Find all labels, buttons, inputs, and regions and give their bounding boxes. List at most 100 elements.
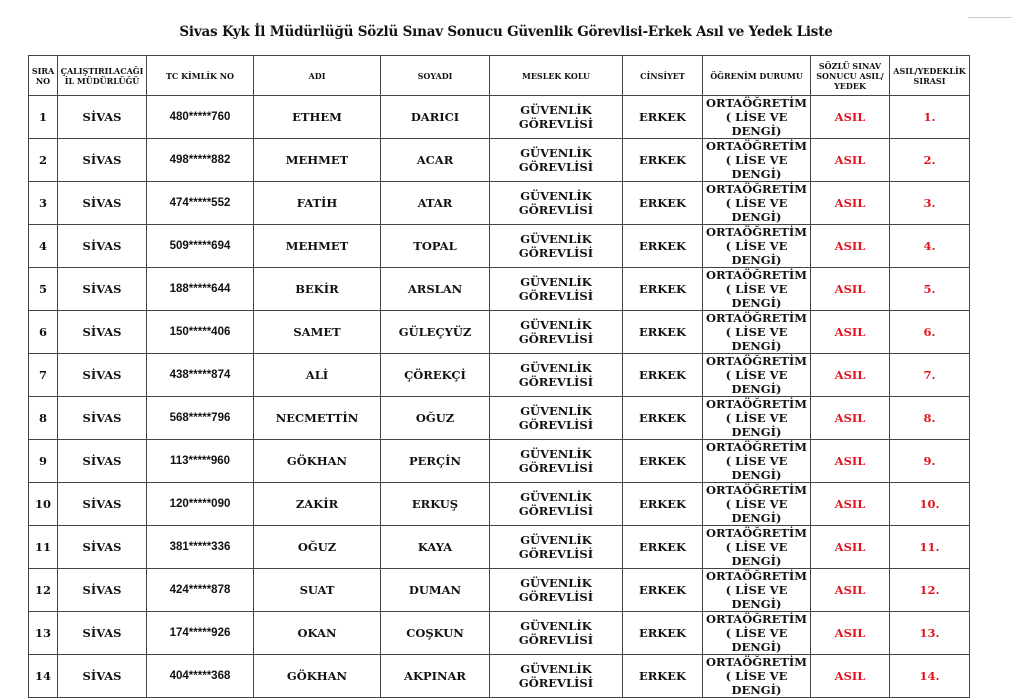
cell-il-mudurlugu: SİVAS (57, 439, 147, 483)
cell-soyadi: TOPAL (380, 224, 490, 268)
header-sozlu-sinav-sonucu: SÖZLÜ SINAV SONUCU ASIL/ YEDEK (810, 55, 890, 96)
cell-sira-no: 12 (28, 568, 58, 612)
cell-ogrenim-durumu: ORTAÖĞRETİM( LİSE VE DENGİ) (702, 181, 811, 225)
cell-il-mudurlugu: SİVAS (57, 482, 147, 526)
cell-ogrenim-durumu: ORTAÖĞRETİM( LİSE VE DENGİ) (702, 95, 811, 139)
cell-asil-yedeklik-sirasi: 14. (889, 654, 970, 698)
cell-sira-no: 8 (28, 396, 58, 440)
cell-ogrenim1: ORTAÖĞRETİM (705, 569, 808, 583)
cell-meslek-kolu: GÜVENLİK GÖREVLİSİ (489, 138, 623, 182)
cell-ogrenim2: ( LİSE VE DENGİ) (725, 497, 788, 525)
cell-ogrenim-durumu: ORTAÖĞRETİM( LİSE VE DENGİ) (702, 224, 811, 268)
cell-ogrenim-durumu: ORTAÖĞRETİM( LİSE VE DENGİ) (702, 611, 811, 655)
cell-adi: OĞUZ (253, 525, 381, 569)
cell-adi: GÖKHAN (253, 439, 381, 483)
table-row: 6 SİVAS 150*****406 SAMET GÜLEÇYÜZ GÜVENLİK G… (28, 310, 970, 354)
cell-sozlu-sinav-sonucu: ASIL (810, 611, 890, 655)
cell-ogrenim-durumu: ORTAÖĞRETİM( LİSE VE DENGİ) (702, 654, 811, 698)
header-ogrenim-durumu: ÖĞRENİM DURUMU (702, 55, 811, 96)
cell-il-mudurlugu: SİVAS (57, 138, 147, 182)
cell-tc-kimlik-no: 438*****874 (146, 353, 254, 397)
cell-sira-no: 2 (28, 138, 58, 182)
cell-cinsiyet: ERKEK (622, 654, 703, 698)
cell-ogrenim1: ORTAÖĞRETİM (705, 440, 808, 454)
table-row: 1 SİVAS 480*****760 ETHEM DARICI GÜVENLİK GÖR… (28, 95, 970, 139)
cell-tc-kimlik-no: 509*****694 (146, 224, 254, 268)
cell-meslek-kolu: GÜVENLİK GÖREVLİSİ (489, 568, 623, 612)
cell-meslek-kolu: GÜVENLİK GÖREVLİSİ (489, 396, 623, 440)
cell-meslek-kolu: GÜVENLİK GÖREVLİSİ (489, 482, 623, 526)
cell-soyadi: ATAR (380, 181, 490, 225)
cell-ogrenim-durumu: ORTAÖĞRETİM( LİSE VE DENGİ) (702, 568, 811, 612)
cell-ogrenim-durumu: ORTAÖĞRETİM( LİSE VE DENGİ) (702, 353, 811, 397)
cell-cinsiyet: ERKEK (622, 439, 703, 483)
cell-meslek-kolu: GÜVENLİK GÖREVLİSİ (489, 654, 623, 698)
cell-tc-kimlik-no: 381*****336 (146, 525, 254, 569)
cell-il-mudurlugu: SİVAS (57, 525, 147, 569)
cell-tc-kimlik-no: 113*****960 (146, 439, 254, 483)
cell-ogrenim1: ORTAÖĞRETİM (705, 182, 808, 196)
cell-asil-yedeklik-sirasi: 11. (889, 525, 970, 569)
table-row: 5 SİVAS 188*****644 BEKİR ARSLAN GÜVENLİK GÖR… (28, 267, 970, 311)
cell-ogrenim2: ( LİSE VE DENGİ) (725, 110, 788, 138)
cell-ogrenim1: ORTAÖĞRETİM (705, 526, 808, 540)
cell-tc-kimlik-no: 174*****926 (146, 611, 254, 655)
cell-il-mudurlugu: SİVAS (57, 224, 147, 268)
cell-sozlu-sinav-sonucu: ASIL (810, 654, 890, 698)
cell-ogrenim2: ( LİSE VE DENGİ) (725, 411, 788, 439)
cell-meslek-kolu: GÜVENLİK GÖREVLİSİ (489, 439, 623, 483)
cell-tc-kimlik-no: 568*****796 (146, 396, 254, 440)
cell-il-mudurlugu: SİVAS (57, 353, 147, 397)
cell-ogrenim1: ORTAÖĞRETİM (705, 139, 808, 153)
cell-ogrenim1: ORTAÖĞRETİM (705, 612, 808, 626)
cell-adi: SUAT (253, 568, 381, 612)
table-row: 7 SİVAS 438*****874 ALİ ÇÖREKÇİ GÜVENLİK GÖRE… (28, 353, 970, 397)
cell-cinsiyet: ERKEK (622, 611, 703, 655)
cell-ogrenim-durumu: ORTAÖĞRETİM( LİSE VE DENGİ) (702, 310, 811, 354)
header-row: SIRA NO ÇALIŞTIRILACAĞI İL MÜDÜRLÜĞÜ TC … (28, 55, 970, 96)
cell-sira-no: 13 (28, 611, 58, 655)
table-row: 14 SİVAS 404*****368 GÖKHAN AKPINAR GÜVENLİK … (28, 654, 970, 698)
cell-sira-no: 14 (28, 654, 58, 698)
cell-soyadi: DARICI (380, 95, 490, 139)
cell-il-mudurlugu: SİVAS (57, 396, 147, 440)
cell-sozlu-sinav-sonucu: ASIL (810, 95, 890, 139)
cell-soyadi: ACAR (380, 138, 490, 182)
cell-ogrenim1: ORTAÖĞRETİM (705, 655, 808, 669)
header-il-mudurlugu: ÇALIŞTIRILACAĞI İL MÜDÜRLÜĞÜ (57, 55, 147, 96)
table-row: 11 SİVAS 381*****336 OĞUZ KAYA GÜVENLİK GÖREV… (28, 525, 970, 569)
cell-adi: GÖKHAN (253, 654, 381, 698)
table-row: 12 SİVAS 424*****878 SUAT DUMAN GÜVENLİK GÖRE… (28, 568, 970, 612)
cell-ogrenim-durumu: ORTAÖĞRETİM( LİSE VE DENGİ) (702, 525, 811, 569)
cell-cinsiyet: ERKEK (622, 224, 703, 268)
table-body: 1 SİVAS 480*****760 ETHEM DARICI GÜVENLİK GÖR… (28, 95, 970, 698)
cell-tc-kimlik-no: 498*****882 (146, 138, 254, 182)
cell-sira-no: 11 (28, 525, 58, 569)
cell-sozlu-sinav-sonucu: ASIL (810, 181, 890, 225)
cell-ogrenim2: ( LİSE VE DENGİ) (725, 196, 788, 224)
cell-sira-no: 3 (28, 181, 58, 225)
cell-ogrenim2: ( LİSE VE DENGİ) (725, 583, 788, 611)
header-tc-kimlik-no: TC KİMLİK NO (146, 55, 254, 96)
cell-soyadi: OĞUZ (380, 396, 490, 440)
cell-il-mudurlugu: SİVAS (57, 611, 147, 655)
header-asil-yedeklik-sirasi: ASIL/YEDEKLİK SIRASI (889, 55, 970, 96)
cell-sozlu-sinav-sonucu: ASIL (810, 439, 890, 483)
cell-soyadi: AKPINAR (380, 654, 490, 698)
cell-ogrenim-durumu: ORTAÖĞRETİM( LİSE VE DENGİ) (702, 267, 811, 311)
cell-sozlu-sinav-sonucu: ASIL (810, 267, 890, 311)
cell-adi: MEHMET (253, 224, 381, 268)
cell-ogrenim2: ( LİSE VE DENGİ) (725, 540, 788, 568)
cell-meslek-kolu: GÜVENLİK GÖREVLİSİ (489, 611, 623, 655)
cell-meslek-kolu: GÜVENLİK GÖREVLİSİ (489, 95, 623, 139)
cell-il-mudurlugu: SİVAS (57, 95, 147, 139)
cell-meslek-kolu: GÜVENLİK GÖREVLİSİ (489, 353, 623, 397)
header-sira-no: SIRA NO (28, 55, 58, 96)
cell-sozlu-sinav-sonucu: ASIL (810, 482, 890, 526)
cell-sira-no: 7 (28, 353, 58, 397)
cell-adi: BEKİR (253, 267, 381, 311)
cell-asil-yedeklik-sirasi: 12. (889, 568, 970, 612)
cell-il-mudurlugu: SİVAS (57, 310, 147, 354)
cell-meslek-kolu: GÜVENLİK GÖREVLİSİ (489, 224, 623, 268)
cell-soyadi: KAYA (380, 525, 490, 569)
